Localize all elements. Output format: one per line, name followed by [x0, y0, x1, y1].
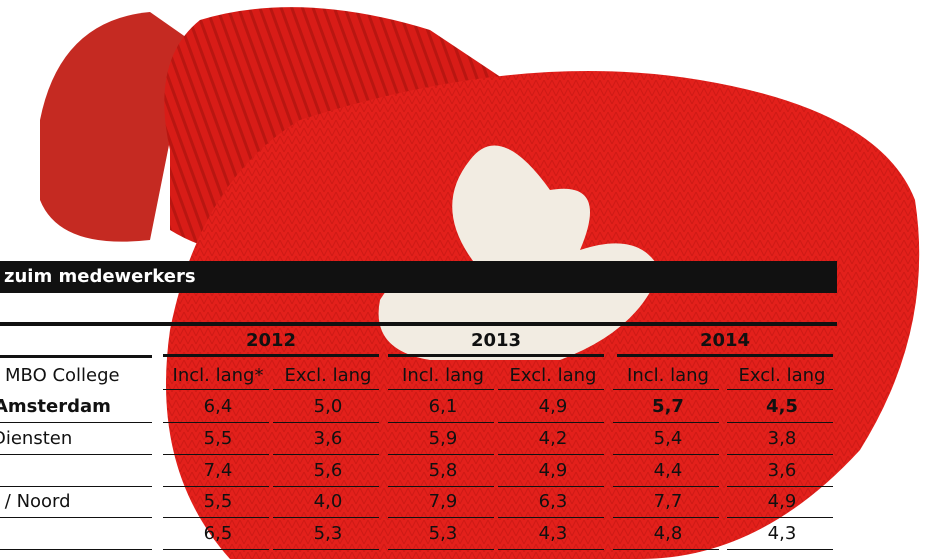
header-rule [388, 389, 494, 390]
row-rule [727, 517, 833, 518]
row-rule [613, 486, 719, 487]
header-rule [163, 389, 269, 390]
cell: 5,3 [273, 523, 383, 545]
cell: 5,7 [613, 396, 723, 418]
cell: 5,9 [388, 428, 498, 450]
row-label: Amsterdam [0, 396, 111, 418]
label-rule [0, 355, 152, 358]
header-rule [727, 389, 833, 390]
header-rule [498, 389, 604, 390]
cell: 4,3 [498, 523, 608, 545]
year-header: 2014 [617, 330, 833, 352]
cell: 5,0 [273, 396, 383, 418]
row-rule [613, 422, 719, 423]
cell: 4,5 [727, 396, 837, 418]
cell: 5,3 [388, 523, 498, 545]
row-rule [0, 454, 152, 455]
column-header: Excl. lang [498, 365, 608, 387]
row-rule [388, 549, 494, 550]
cell: 4,9 [727, 491, 837, 513]
cell: 6,5 [163, 523, 273, 545]
row-rule [0, 549, 152, 550]
row-rule [388, 422, 494, 423]
row-rule [727, 454, 833, 455]
row-rule [727, 486, 833, 487]
row-rule [613, 517, 719, 518]
row-rule [0, 422, 152, 423]
row-rule [163, 517, 269, 518]
row-rule [388, 517, 494, 518]
cell: 4,9 [498, 460, 608, 482]
year-rule [617, 354, 833, 357]
row-rule [388, 486, 494, 487]
row-rule [163, 422, 269, 423]
row-rule [498, 454, 604, 455]
cell: 5,5 [163, 491, 273, 513]
header-rule [273, 389, 379, 390]
page: zuim medewerkers MBO College 2012 2013 201… [0, 0, 949, 559]
cell: 4,3 [727, 523, 837, 545]
row-rule [273, 422, 379, 423]
column-header: Incl. lang [613, 365, 723, 387]
top-rule [0, 322, 837, 326]
label-header: MBO College [5, 365, 120, 387]
row-rule [273, 517, 379, 518]
row-rule [613, 454, 719, 455]
cell: 4,4 [613, 460, 723, 482]
cell: 4,2 [498, 428, 608, 450]
cell: 4,9 [498, 396, 608, 418]
cell: 6,4 [163, 396, 273, 418]
row-rule [163, 486, 269, 487]
row-rule [0, 486, 152, 487]
row-rule [727, 549, 833, 550]
cell: 6,3 [498, 491, 608, 513]
row-rule [273, 454, 379, 455]
row-rule [498, 486, 604, 487]
year-header: 2012 [163, 330, 379, 352]
row-rule [163, 549, 269, 550]
cell: 3,6 [273, 428, 383, 450]
column-header: Incl. lang* [163, 365, 273, 387]
row-rule [498, 549, 604, 550]
row-rule [273, 486, 379, 487]
cell: 7,7 [613, 491, 723, 513]
row-rule [388, 454, 494, 455]
row-label: Diensten [0, 428, 72, 450]
row-rule [613, 549, 719, 550]
cell: 5,5 [163, 428, 273, 450]
column-header: Excl. lang [273, 365, 383, 387]
cell: 5,6 [273, 460, 383, 482]
row-rule [498, 422, 604, 423]
cell: 3,6 [727, 460, 837, 482]
cell: 6,1 [388, 396, 498, 418]
year-header: 2013 [388, 330, 604, 352]
column-header: Incl. lang [388, 365, 498, 387]
row-rule [273, 549, 379, 550]
year-rule [163, 354, 379, 357]
cell: 5,8 [388, 460, 498, 482]
cell: 3,8 [727, 428, 837, 450]
cell: 7,4 [163, 460, 273, 482]
cell: 5,4 [613, 428, 723, 450]
cell: 4,0 [273, 491, 383, 513]
table-title: zuim medewerkers [4, 266, 196, 288]
row-label: t / Noord [0, 491, 71, 513]
header-rule [613, 389, 719, 390]
row-rule [0, 517, 152, 518]
cell: 7,9 [388, 491, 498, 513]
row-rule [498, 517, 604, 518]
year-rule [388, 354, 604, 357]
column-header: Excl. lang [727, 365, 837, 387]
row-rule [163, 454, 269, 455]
cell: 4,8 [613, 523, 723, 545]
row-rule [727, 422, 833, 423]
